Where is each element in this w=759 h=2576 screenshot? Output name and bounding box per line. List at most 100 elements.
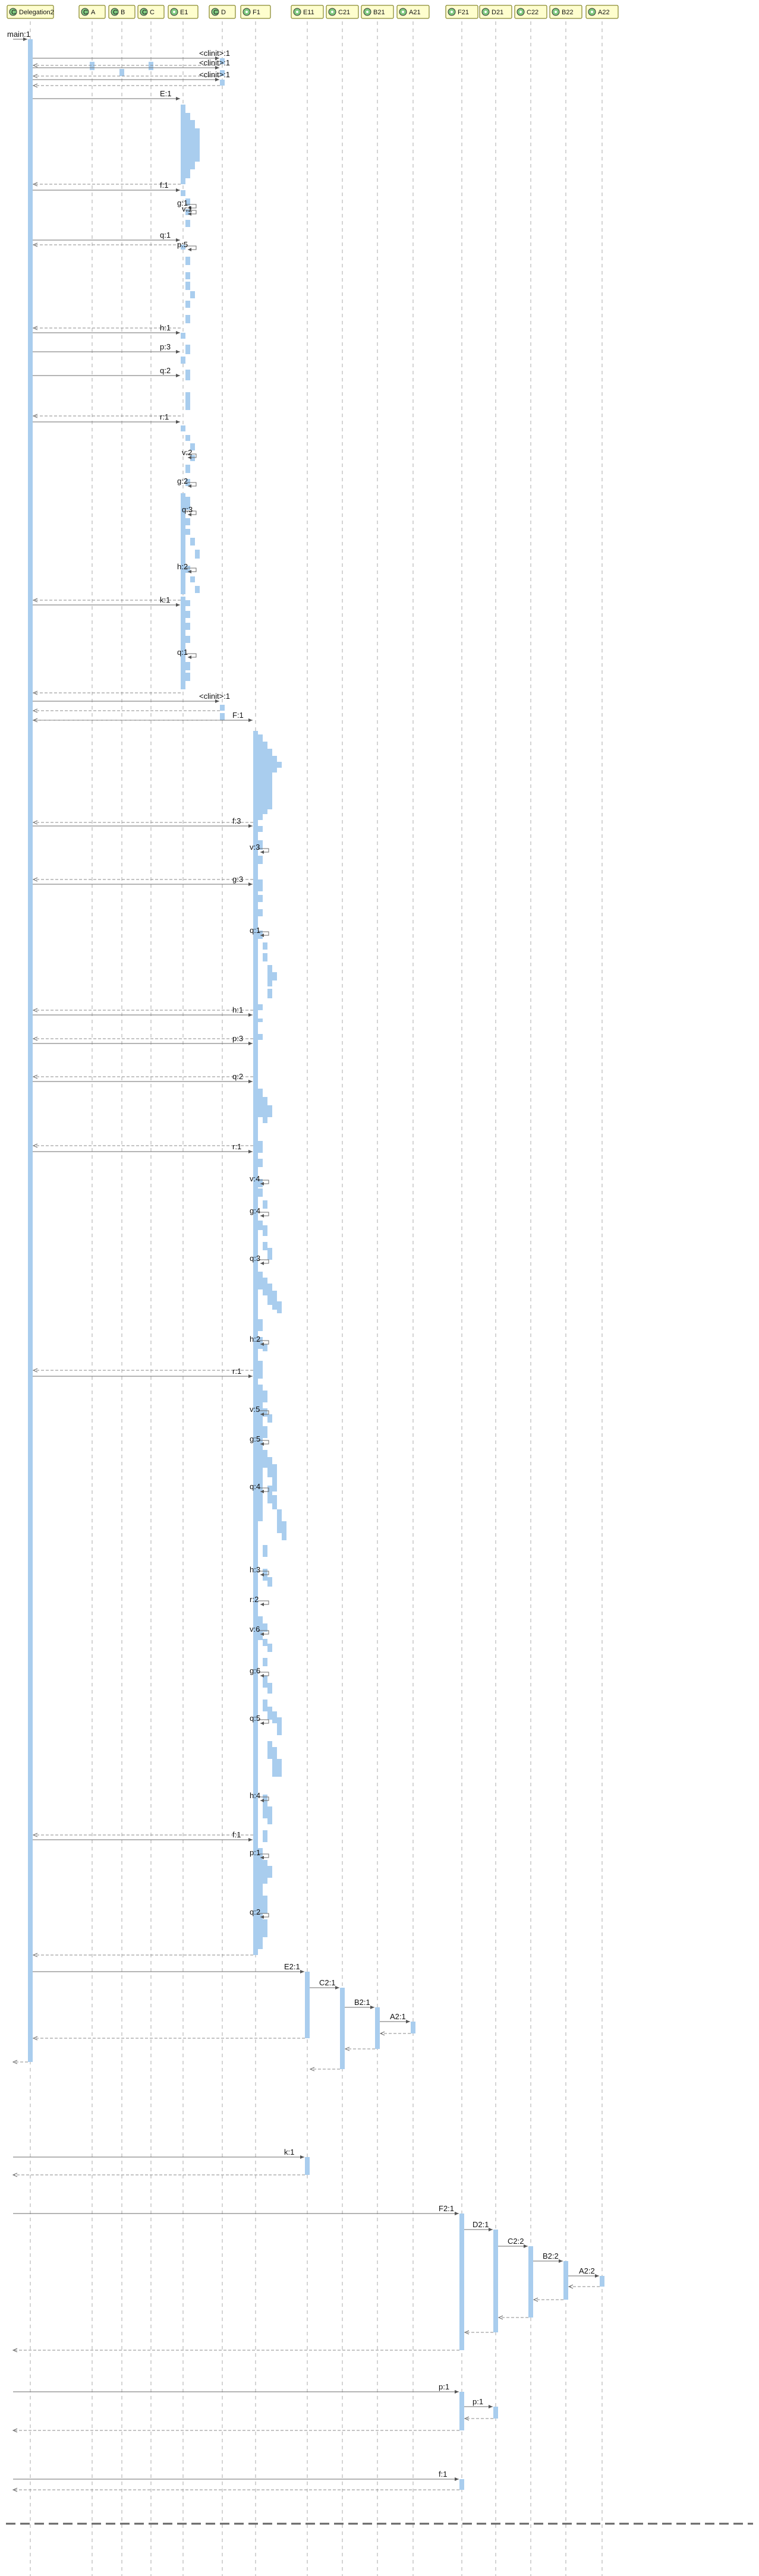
- self-message-arrow: [258, 1410, 269, 1415]
- object-icon: [242, 8, 251, 16]
- self-message-arrow: [185, 653, 197, 658]
- activation-bar: [528, 2246, 533, 2318]
- message-label: q:3: [182, 505, 193, 514]
- return-arrowhead: [344, 2047, 350, 2051]
- participant-e1: E1: [168, 5, 199, 19]
- return-arrowhead: [32, 1074, 38, 1079]
- return-arrowhead: [464, 2416, 470, 2421]
- participant-name: A22: [598, 9, 610, 16]
- svg-text:C: C: [11, 9, 16, 16]
- message-label: C2:2: [508, 2237, 524, 2246]
- activation-bar: [263, 1200, 267, 1209]
- activation-bar: [263, 1623, 267, 1632]
- message-label: h:3: [250, 1565, 260, 1574]
- return-arrowhead: [12, 2173, 18, 2177]
- return-arrowhead: [32, 326, 38, 330]
- activation-bar: [263, 1344, 267, 1351]
- activation-bar: [258, 1188, 263, 1197]
- activation-bar: [263, 1278, 267, 1295]
- self-message-arrow: [258, 1796, 269, 1801]
- participant-d21: D21: [479, 5, 512, 19]
- message-label: q:2: [250, 1907, 260, 1916]
- activation-bar: [258, 1141, 263, 1153]
- message-label: C2:1: [319, 1978, 335, 1987]
- activation-bar: [258, 895, 263, 902]
- participant-b21: B21: [361, 5, 394, 19]
- activation-bar: [220, 713, 225, 720]
- self-message-arrow: [258, 1180, 269, 1184]
- message-label: v:5: [250, 1405, 260, 1414]
- activation-bar: [258, 1221, 263, 1230]
- activation-bar: [263, 1426, 267, 1438]
- activation-bar: [258, 931, 263, 939]
- message-arrows: [12, 37, 600, 2492]
- return-arrowhead: [12, 2428, 18, 2433]
- self-message-arrow: [258, 1600, 269, 1605]
- activation-bar: [305, 1972, 310, 2038]
- activation-bar: [258, 1089, 263, 1117]
- activation-bar: [263, 1830, 267, 1842]
- message-label: q:5: [250, 1714, 260, 1723]
- return-arrowhead: [32, 414, 38, 418]
- activation-bar: [185, 465, 190, 473]
- activation-bar: [181, 105, 185, 184]
- activation-bar: [263, 742, 267, 814]
- activation-bar: [190, 538, 195, 546]
- activation-bar: [267, 989, 272, 998]
- activation-bar: [263, 1097, 267, 1123]
- message-label: main:1: [7, 30, 30, 39]
- return-arrowhead: [32, 242, 38, 247]
- message-label: v:1: [182, 204, 192, 213]
- return-arrowhead: [32, 1953, 38, 1957]
- activation-bar: [190, 576, 195, 582]
- return-arrowhead: [464, 2330, 470, 2335]
- message-label: r:1: [232, 1142, 241, 1151]
- activation-bar: [190, 120, 195, 169]
- message-label: v:6: [250, 1625, 260, 1634]
- activation-bar: [185, 220, 190, 227]
- class-icon: C: [211, 8, 219, 16]
- activation-bar: [185, 623, 190, 630]
- message-label: D2:1: [473, 2220, 489, 2229]
- activation-bar: [277, 1717, 282, 1735]
- activation-bar: [267, 1707, 272, 1720]
- return-arrowhead: [32, 74, 38, 78]
- activation-bar: [263, 953, 267, 961]
- self-message-arrow: [185, 204, 197, 209]
- return-arrowhead: [32, 718, 38, 723]
- participant-name: B22: [562, 9, 574, 16]
- participant-name: Delegation2: [19, 9, 54, 16]
- self-message-arrow: [258, 1913, 269, 1918]
- participant-a21: A21: [396, 5, 430, 19]
- activation-bar: [267, 1577, 272, 1587]
- class-icon: C: [140, 8, 148, 16]
- participant-b22: B22: [549, 5, 582, 19]
- object-icon: [517, 8, 525, 16]
- activation-bar: [263, 1242, 267, 1250]
- message-label: p:5: [177, 240, 188, 249]
- object-icon: [588, 8, 596, 16]
- participant-name: F21: [458, 9, 469, 16]
- participant-c22: C22: [514, 5, 547, 19]
- activation-bar: [185, 198, 190, 206]
- activation-bar: [220, 70, 225, 76]
- activation-bar: [185, 272, 190, 279]
- class-icon: C: [81, 8, 89, 16]
- activation-bar: [185, 600, 190, 606]
- activation-bar: [185, 435, 190, 441]
- return-arrowhead: [32, 83, 38, 88]
- activation-bar: [263, 942, 267, 950]
- activation-bar: [185, 257, 190, 265]
- message-label: B2:2: [543, 2252, 559, 2260]
- activation-bar: [305, 2157, 310, 2175]
- activation-bar: [185, 497, 190, 510]
- self-message-arrow: [185, 453, 197, 458]
- activation-bar: [267, 1866, 272, 1878]
- activation-bar: [267, 1806, 272, 1824]
- activation-bar: [459, 2479, 464, 2490]
- activation-bar: [267, 1248, 272, 1260]
- participant-name: D21: [492, 9, 503, 16]
- object-icon: [399, 8, 407, 16]
- activation-bar: [272, 1711, 277, 1723]
